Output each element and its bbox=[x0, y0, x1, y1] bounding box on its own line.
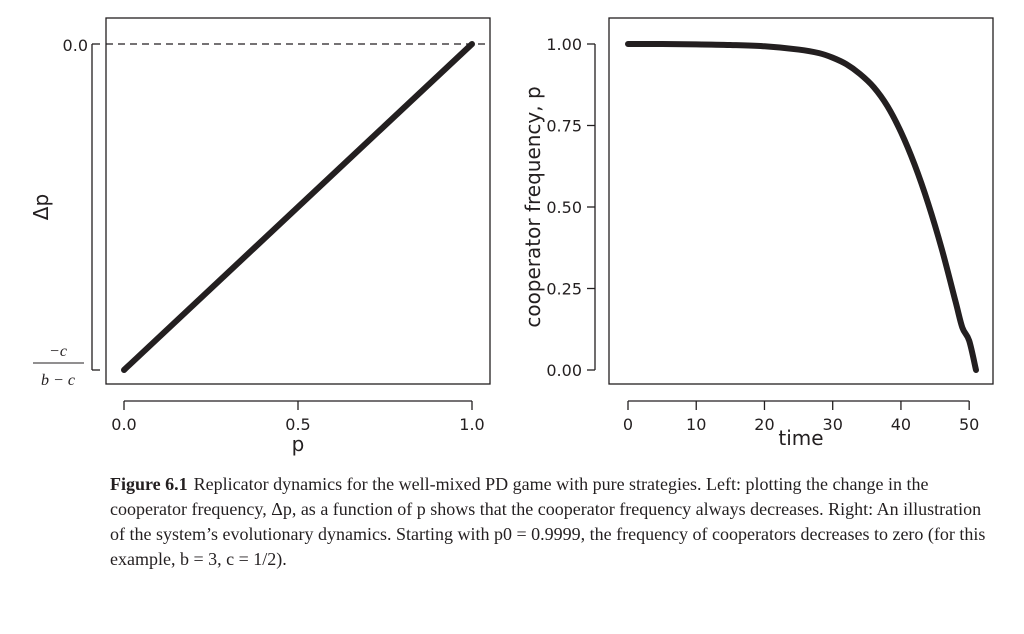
left-y-tick-label-min-denominator: b − c bbox=[41, 372, 75, 389]
figure-caption: Figure 6.1 Replicator dynamics for the we… bbox=[110, 472, 990, 572]
right-x-axis-label: time bbox=[778, 426, 823, 450]
left-series-line bbox=[121, 41, 475, 373]
caption-label: Figure 6.1 bbox=[110, 474, 188, 494]
left-x-axis-label: p bbox=[292, 432, 305, 456]
left-y-tick-label-zero: 0.0 bbox=[63, 36, 88, 55]
right-series-curve bbox=[625, 40, 979, 373]
left-y-tick-label-min-numerator: −c bbox=[49, 343, 67, 360]
right-x-tick-label: 10 bbox=[686, 415, 706, 434]
caption-text: Replicator dynamics for the well-mixed P… bbox=[110, 474, 986, 569]
left-panel: 0.0 0.5 1.0 p Δp 0.0 −c b − c bbox=[29, 17, 491, 456]
right-x-tick-label: 20 bbox=[754, 415, 774, 434]
right-x-tick-label: 50 bbox=[959, 415, 979, 434]
left-x-tick-label: 0.0 bbox=[111, 415, 136, 434]
left-x-tick-label: 1.0 bbox=[459, 415, 484, 434]
right-x-tick-label: 0 bbox=[623, 415, 633, 434]
right-y-tick-label: 0.00 bbox=[546, 361, 582, 380]
right-axes: 0 10 20 30 40 50 0.00 0.25 0.50 0.75 1.00 bbox=[546, 35, 979, 434]
left-marks bbox=[106, 41, 490, 373]
left-axes: 0.0 0.5 1.0 bbox=[91, 43, 485, 434]
left-y-axis-label: Δp bbox=[29, 194, 53, 220]
right-plot-frame bbox=[608, 17, 994, 385]
left-x-tick-label: 0.5 bbox=[285, 415, 310, 434]
right-y-tick-label: 0.50 bbox=[546, 198, 582, 217]
right-x-tick-label: 30 bbox=[823, 415, 843, 434]
right-y-tick-label: 0.75 bbox=[546, 117, 582, 136]
right-panel: 0 10 20 30 40 50 0.00 0.25 0.50 0.75 1.00 time coo… bbox=[521, 17, 994, 450]
right-marks bbox=[625, 40, 979, 373]
right-y-tick-label: 1.00 bbox=[546, 35, 582, 54]
right-y-axis-label: cooperator frequency, p bbox=[521, 86, 545, 327]
right-y-tick-label: 0.25 bbox=[546, 280, 582, 299]
right-x-tick-label: 40 bbox=[891, 415, 911, 434]
left-plot-frame bbox=[105, 17, 491, 385]
